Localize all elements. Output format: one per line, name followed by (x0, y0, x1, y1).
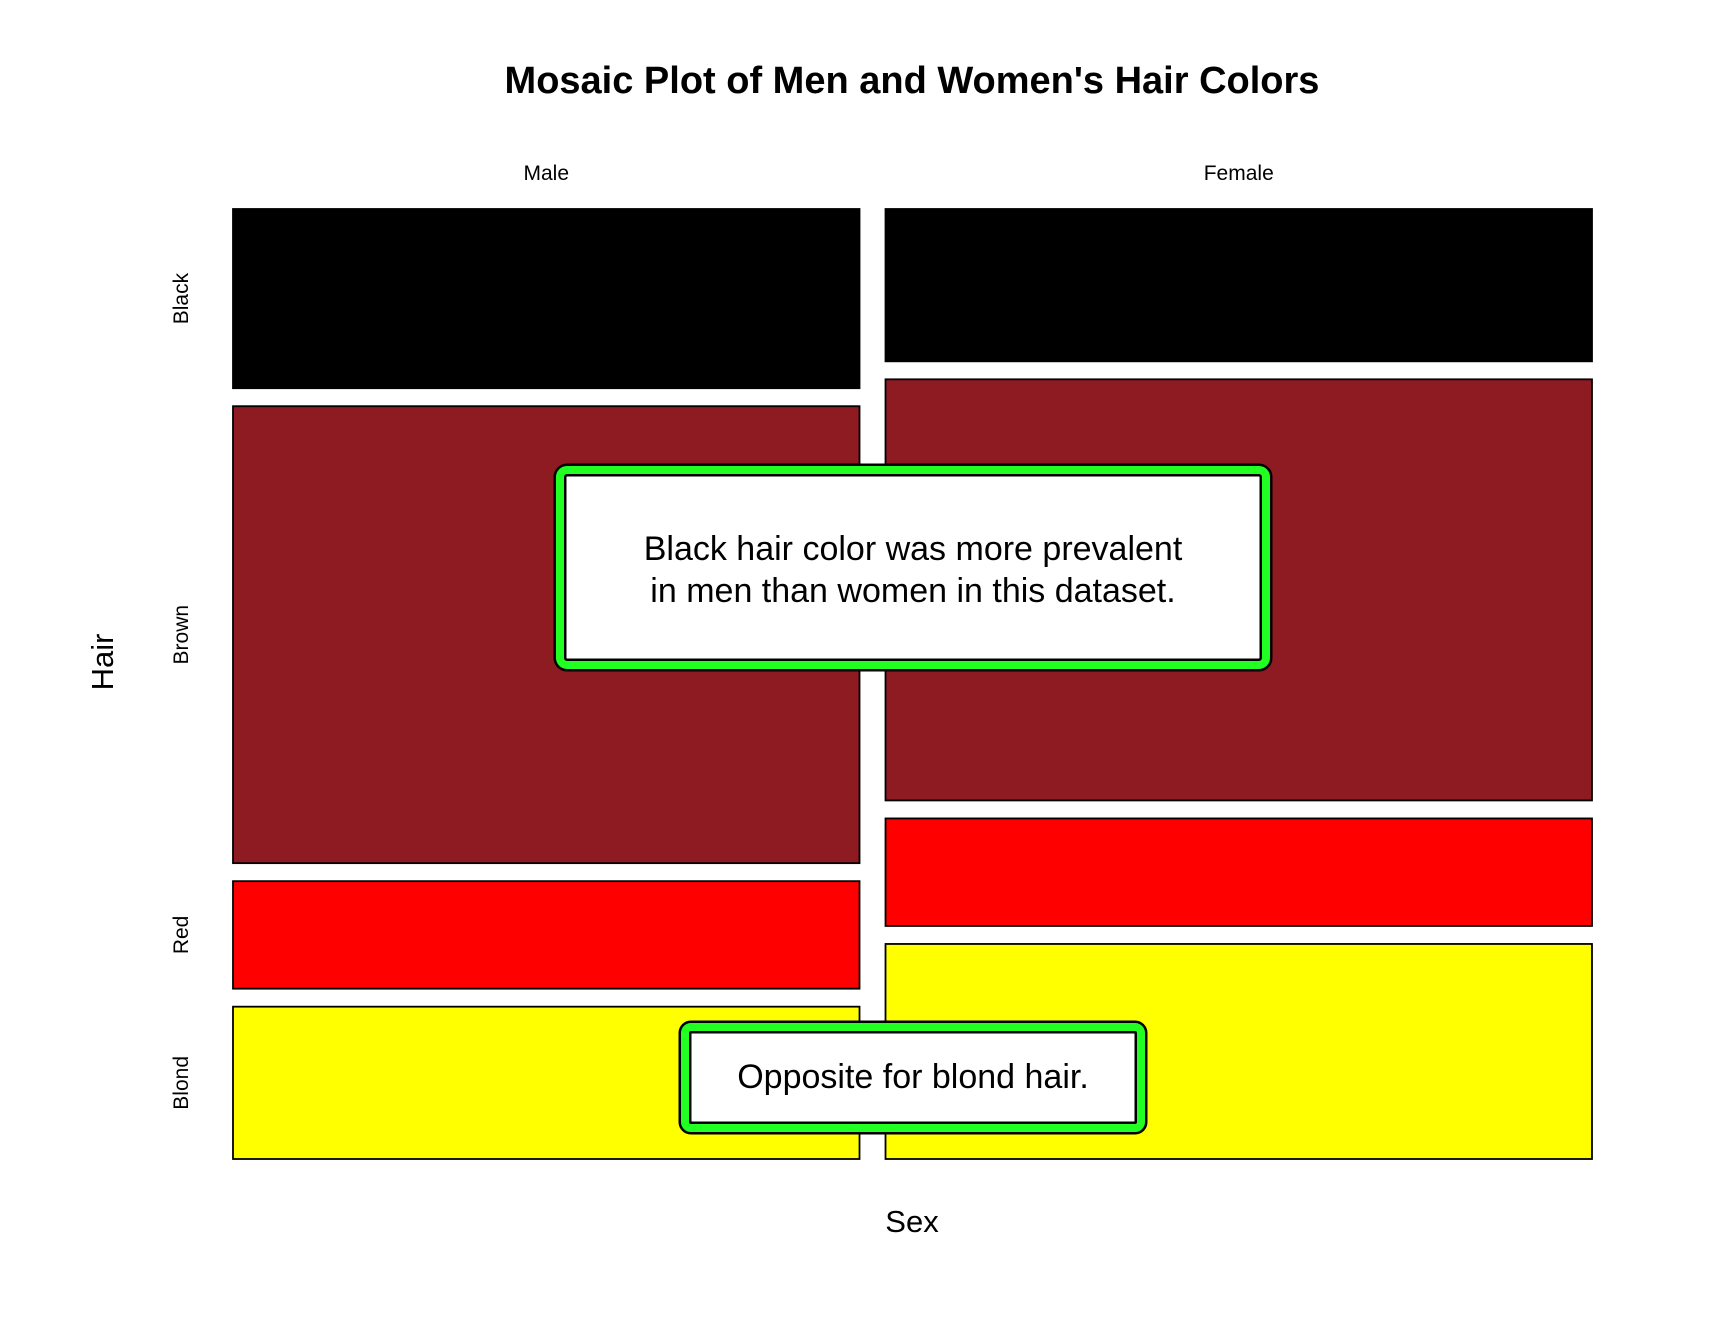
row-label-blond: Blond (170, 1056, 193, 1110)
callout-black-hair-border (556, 466, 1270, 669)
tiles (232, 208, 1593, 1160)
row-label-brown: Brown (170, 605, 193, 665)
row-labels: Black Brown Red Blond (170, 272, 193, 1109)
callout-blond-hair: Opposite for blond hair. (678, 1020, 1148, 1135)
tile-female-black (884, 208, 1593, 363)
callout-blond-hair-border (681, 1023, 1145, 1132)
callout-black-hair-line-2: in men than women in this dataset. (650, 572, 1175, 610)
tile-female-red (884, 817, 1593, 927)
tile-male-red (232, 880, 861, 990)
tile-male-black (232, 208, 861, 390)
chart-title: Mosaic Plot of Men and Women's Hair Colo… (505, 60, 1320, 102)
column-label-female: Female (1204, 162, 1274, 185)
x-axis-label: Sex (885, 1204, 939, 1239)
column-label-male: Male (523, 162, 569, 185)
callout-black-hair: Black hair color was more prevalent in m… (553, 463, 1273, 672)
row-label-black: Black (170, 272, 193, 324)
y-axis-label: Hair (85, 634, 120, 691)
row-label-red: Red (170, 916, 193, 955)
callout-blond-hair-text: Opposite for blond hair. (737, 1058, 1089, 1096)
column-labels: Male Female (523, 162, 1273, 185)
callout-black-hair-line-1: Black hair color was more prevalent (644, 530, 1183, 568)
